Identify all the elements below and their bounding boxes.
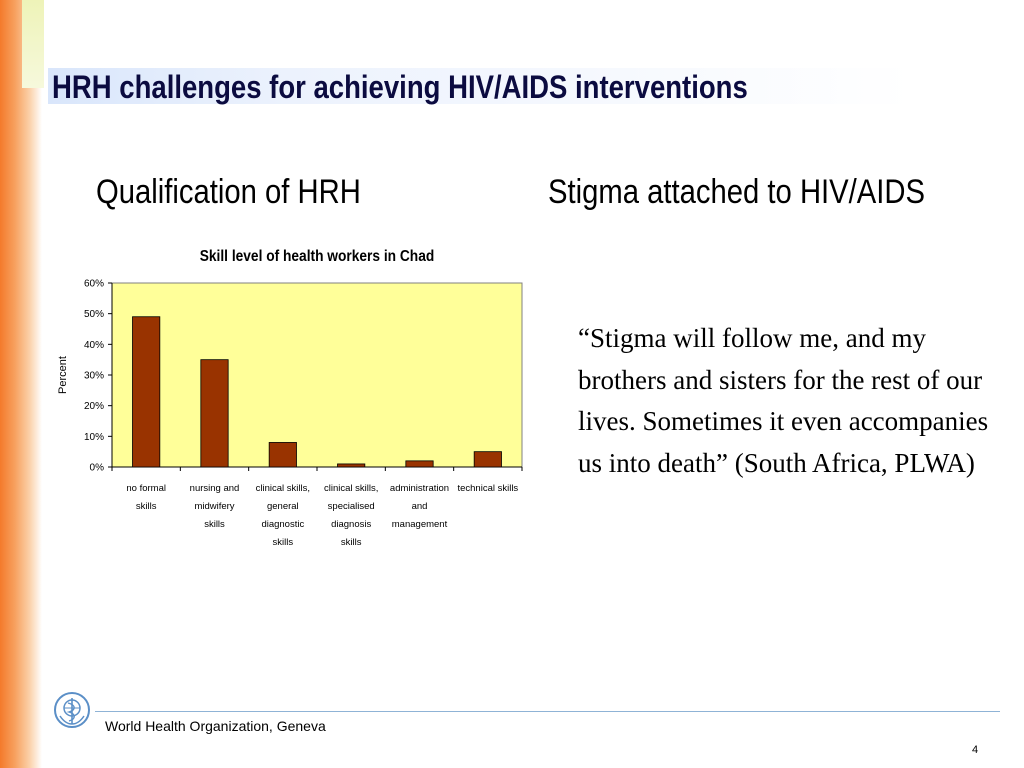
chart-canvas: Skill level of health workers in Chad 0% 1…	[57, 247, 523, 548]
x-category-label: no formal skills	[126, 483, 166, 512]
plot-area	[111, 282, 523, 468]
skill-level-chart: Skill level of health workers in Chad 0% 1…	[50, 238, 540, 558]
y-axis-label: Percent	[57, 356, 69, 394]
x-category-label: nursing and midwifery skills	[190, 483, 240, 530]
footer-organization: World Health Organization, Geneva	[105, 718, 326, 734]
stigma-quote: “Stigma will follow me, and my brothers …	[578, 323, 989, 478]
bar-4	[337, 463, 366, 468]
y-tick-label: 20%	[84, 401, 104, 412]
bar-3	[268, 442, 297, 468]
y-tick-label: 0%	[90, 463, 105, 474]
x-category-label: administration and management	[390, 483, 449, 530]
x-category-label: clinical skills, general diagnostic skills	[256, 483, 310, 548]
y-tick-label: 40%	[84, 340, 104, 351]
right-column-heading: Stigma attached to HIV/AIDS	[548, 173, 926, 211]
top-accent-strip	[22, 0, 44, 88]
left-column-heading: Qualification of HRH	[96, 173, 361, 211]
y-tick-label: 30%	[84, 371, 104, 382]
bar-6	[473, 451, 502, 468]
title-band	[48, 68, 1008, 104]
y-tick-label: 10%	[84, 432, 104, 443]
slide-title: HRH challenges for achieving HIV/AIDS in…	[52, 69, 748, 105]
bar-5	[405, 460, 434, 468]
y-tick-label: 50%	[84, 309, 104, 320]
left-accent-bar	[0, 0, 42, 768]
y-tick-label: 60%	[84, 279, 104, 290]
page-number: 4	[972, 744, 979, 756]
bar-1	[132, 316, 161, 468]
footer-divider	[95, 711, 1000, 712]
chart-title: Skill level of health workers in Chad	[200, 247, 435, 265]
bar-2	[200, 359, 229, 468]
x-category-label: technical skills	[457, 483, 518, 494]
x-category-label: clinical skills, specialised diagnosis skil…	[324, 483, 378, 548]
who-emblem-icon	[54, 692, 90, 728]
